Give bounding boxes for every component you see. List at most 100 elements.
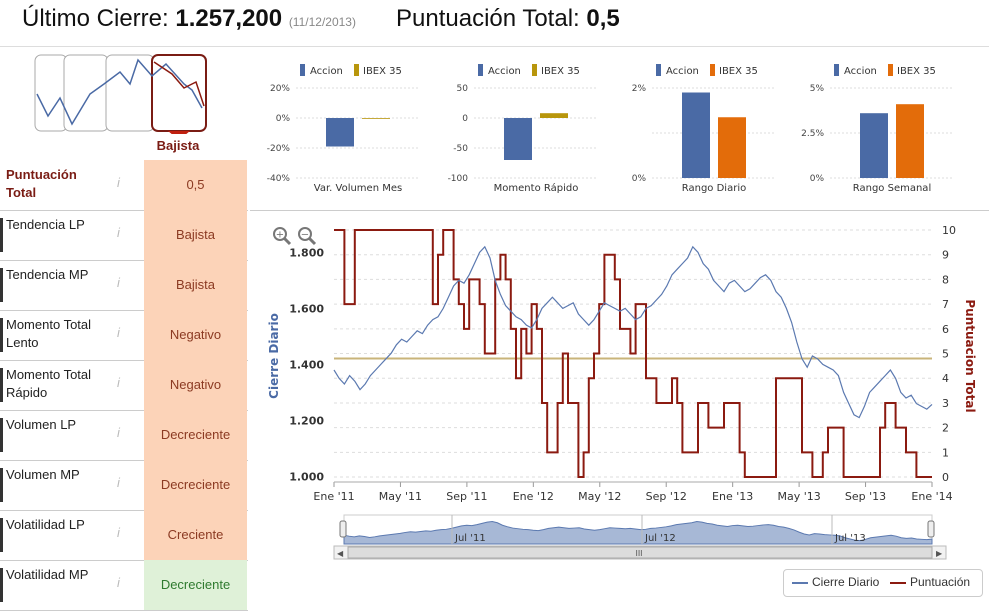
info-icon[interactable]: i: [117, 475, 120, 490]
trend-cards[interactable]: [34, 54, 209, 134]
y-tick-label: 5%: [810, 84, 825, 94]
y-right-axis-title: Puntuacion Total: [963, 299, 977, 412]
bar-accion: [326, 118, 354, 147]
y-tick-label: 50: [457, 84, 469, 94]
legend-label-accion: Accion: [310, 66, 343, 77]
scrollbar-grip-icon: III: [635, 549, 642, 558]
y-tick-label: -20%: [267, 144, 291, 154]
legend-swatch-ibex: [888, 64, 893, 76]
svg-text:−: −: [301, 230, 309, 241]
legend-swatch: [890, 581, 906, 584]
total-label: Puntuación Total:: [396, 5, 580, 32]
scroll-right-icon: ▶: [936, 549, 943, 558]
bar-accion: [504, 118, 532, 160]
row-marker: [0, 218, 3, 252]
zoom-in-icon[interactable]: +: [272, 226, 292, 246]
info-icon[interactable]: i: [117, 575, 120, 590]
navigator-series: [343, 520, 933, 545]
bar-ibex-35: [896, 104, 924, 178]
x-tick-label: Sep '13: [845, 490, 886, 503]
scrollbar-thumb: [347, 546, 933, 559]
y-left-tick-label: 1.200: [289, 414, 324, 427]
row-momento-total-rapido: Momento Total Rápido i Negativo: [0, 360, 248, 411]
x-tick-label: May '12: [578, 490, 621, 503]
row-value: 0,5: [144, 160, 247, 210]
row-momento-total-lento: Momento Total Lento i Negativo: [0, 310, 248, 361]
row-marker: [0, 568, 3, 602]
info-icon[interactable]: i: [117, 525, 120, 540]
y-right-tick-label: 1: [942, 446, 949, 459]
row-volatilidad-mp: Volatilidad MP i Decreciente: [0, 560, 248, 611]
y-left-axis-title: Cierre Diario: [267, 313, 281, 399]
y-right-tick-label: 10: [942, 224, 956, 237]
legend-label-ibex: IBEX 35: [363, 66, 402, 77]
y-right-tick-label: 5: [942, 348, 949, 361]
trend-card-1[interactable]: [34, 54, 68, 132]
info-icon[interactable]: i: [117, 325, 120, 340]
cierre-value: 1.257,200: [175, 5, 283, 32]
row-puntuacion-total: Puntuación Total i 0,5: [0, 160, 248, 211]
ultimo-cierre: Último Cierre: 1.257,200 (11/12/2013): [22, 5, 356, 33]
bar-accion: [682, 92, 710, 178]
info-icon[interactable]: i: [117, 375, 120, 390]
legend-swatch-accion: [300, 64, 305, 76]
y-right-tick-label: 8: [942, 273, 949, 286]
series-cierre-diario: [333, 245, 933, 419]
row-tendencia-mp: Tendencia MP i Bajista: [0, 260, 248, 311]
x-tick-label: Ene '14: [911, 490, 952, 503]
spark-line-red: [153, 61, 205, 107]
x-tick-label: May '13: [777, 490, 820, 503]
legend-swatch-accion: [656, 64, 661, 76]
x-tick-label: Ene '12: [513, 490, 554, 503]
series-puntuacion: [334, 229, 932, 479]
y-right-tick-label: 6: [942, 323, 949, 336]
legend-score-label: Puntuación: [910, 575, 971, 589]
chart-title: Var. Volumen Mes: [314, 183, 402, 194]
row-value: Bajista: [144, 210, 247, 260]
row-label: Volumen LP: [6, 417, 77, 432]
y-tick-label: -50: [453, 144, 468, 154]
total-value: 0,5: [586, 5, 620, 32]
x-tick-label: Sep '11: [446, 490, 487, 503]
row-marker: [0, 268, 3, 302]
row-label: Momento Total Rápido: [6, 367, 92, 400]
y-tick-label: -100: [448, 174, 469, 184]
legend-swatch-ibex: [710, 64, 715, 76]
y-tick-label: 0%: [276, 114, 291, 124]
legend-swatch-accion: [478, 64, 483, 76]
legend-label-ibex: IBEX 35: [541, 66, 580, 77]
legend-price[interactable]: Cierre Diario: [792, 575, 879, 589]
trend-card-3[interactable]: [105, 54, 155, 132]
legend-score[interactable]: Puntuación: [890, 575, 970, 589]
row-label: Volumen MP: [6, 467, 80, 482]
y-left-tick-label: 1.400: [289, 358, 324, 371]
zoom-out-icon[interactable]: −: [297, 226, 317, 246]
legend-label-accion: Accion: [488, 66, 521, 77]
row-marker: [0, 468, 3, 502]
row-value: Decreciente: [144, 410, 247, 460]
y-tick-label: 2%: [632, 84, 647, 94]
info-icon[interactable]: i: [117, 175, 120, 190]
row-value: Decreciente: [144, 460, 247, 510]
selected-arrow-icon: [168, 131, 190, 134]
main-legend[interactable]: Cierre Diario Puntuación: [783, 569, 983, 597]
mini-charts: Accion IBEX 35 20% 0% -20% -40% Var. Volumen M…: [250, 46, 989, 211]
row-volumen-lp: Volumen LP i Decreciente: [0, 410, 248, 461]
info-icon[interactable]: i: [117, 275, 120, 290]
row-label: Volatilidad MP: [6, 567, 89, 582]
y-right-tick-label: 4: [942, 372, 949, 385]
row-tendencia-lp: Tendencia LP i Bajista: [0, 210, 248, 261]
y-tick-label: 0%: [632, 174, 647, 184]
legend-label-ibex: IBEX 35: [897, 66, 936, 77]
row-volatilidad-lp: Volatilidad LP i Creciente: [0, 510, 248, 561]
row-value: Negativo: [144, 360, 247, 410]
legend-label-ibex: IBEX 35: [719, 66, 758, 77]
legend-label-accion: Accion: [666, 66, 699, 77]
y-tick-label: 0: [462, 114, 468, 124]
info-icon[interactable]: i: [117, 425, 120, 440]
chart-title: Rango Semanal: [853, 183, 931, 194]
row-marker: [0, 418, 3, 452]
info-icon[interactable]: i: [117, 225, 120, 240]
chart-rango-diario: Accion IBEX 35 2% 0% Rango Diario: [632, 64, 776, 194]
row-label: Volatilidad LP: [6, 517, 85, 532]
